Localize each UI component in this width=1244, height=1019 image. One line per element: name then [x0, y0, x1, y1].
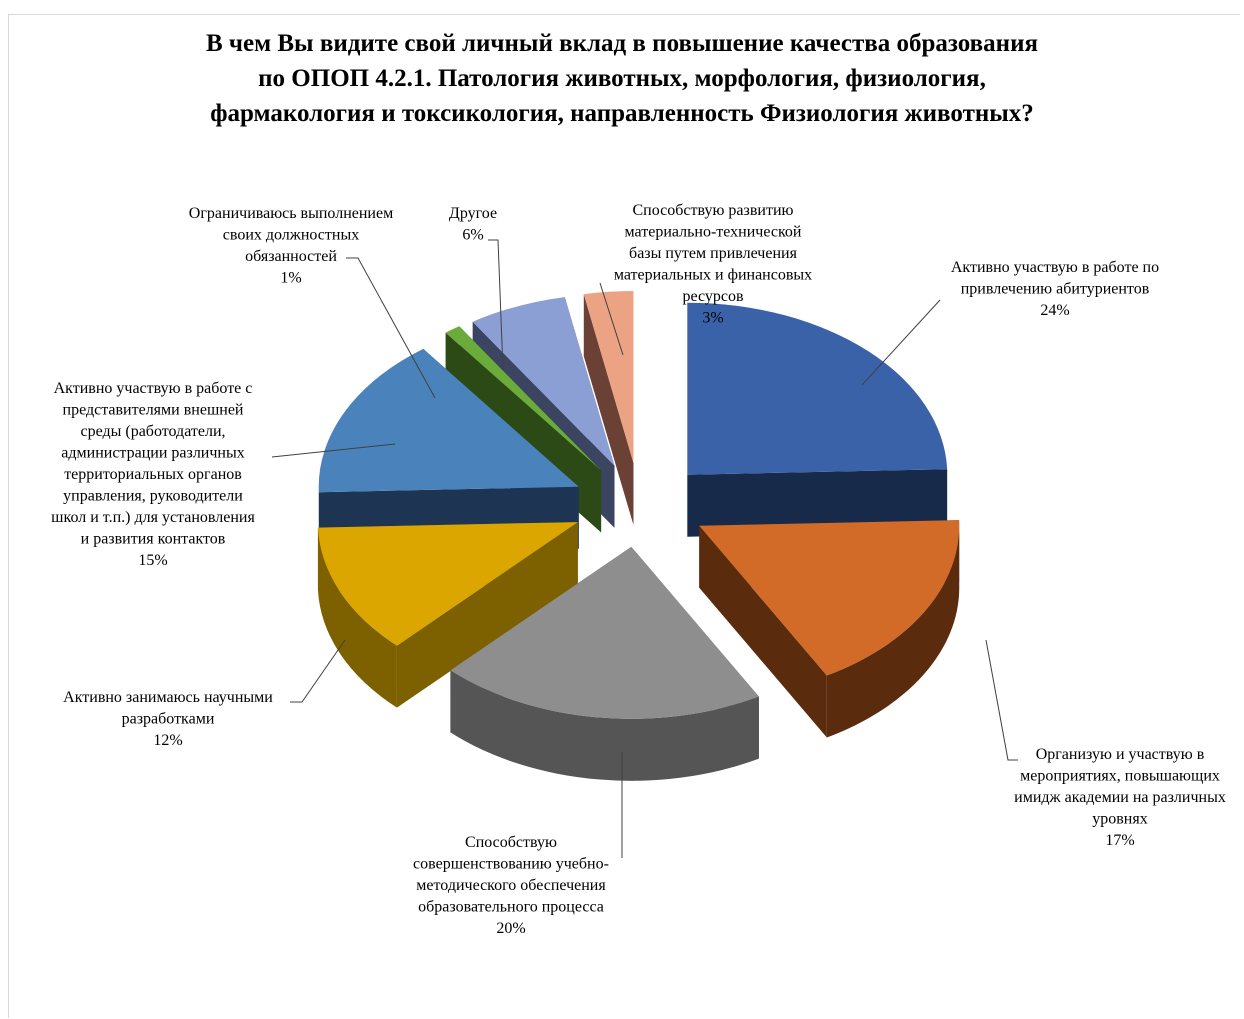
chart-frame: [8, 14, 1240, 1018]
slice-8-label-line-1: Способствую развитию: [633, 202, 794, 219]
slice-8-top: [583, 291, 634, 464]
slice-1-top: [687, 302, 948, 475]
slice-5-label-line-6: управления, руководители: [63, 488, 243, 505]
leader-line-7: [488, 239, 504, 371]
slice-5-label-line-1: Активно участвую в работе с: [54, 380, 253, 397]
leader-line-2: [985, 639, 1018, 761]
slice-2-wall-2: [699, 525, 827, 738]
slice-3-label-line-3: методического обеспечения: [416, 877, 606, 894]
slice-label-1: Активно участвую в работе по привлечению …: [861, 259, 1159, 386]
slice-1-wall-2: [687, 469, 948, 537]
slice-2-percent: 17%: [1105, 832, 1134, 849]
slice-5-label-line-3: среды (работодатели,: [80, 423, 225, 440]
slice-6-label-line-3: обязанностей: [245, 248, 337, 265]
slice-label-7: Другое 6%: [449, 205, 504, 371]
slice-5-percent: 15%: [138, 552, 167, 569]
chart-title: В чем Вы видите свой личный вклад в повы…: [0, 26, 1244, 131]
leader-line-5: [271, 443, 396, 458]
leader-line-4: [290, 639, 346, 703]
slice-6-label-line-1: Ограничиваюсь выполнением: [189, 205, 393, 222]
slice-3-label-line-2: совершенствованию учебно-: [413, 856, 609, 873]
slice-2-top: [699, 520, 960, 676]
slice-label-4: Активно занимаюсь научными разработками 12…: [63, 639, 346, 749]
slice-8-label-line-2: материально-технической: [625, 224, 802, 241]
slice-3-percent: 20%: [496, 920, 525, 937]
slice-4-percent: 12%: [153, 732, 182, 749]
slice-3-label-line-4: образовательного процесса: [418, 899, 604, 916]
slice-3-label-line-1: Способствую: [465, 834, 557, 851]
slice-4-top: [317, 522, 578, 646]
slice-3-side-1: [450, 670, 759, 781]
slice-7-label-line-1: Другое: [449, 205, 497, 222]
slice-5-label-line-2: представителями внешней: [63, 402, 244, 419]
slice-8-label-line-4: материальных и финансовых: [614, 267, 812, 284]
slice-2-label-line-1: Организую и участвую в: [1036, 746, 1205, 763]
slice-label-8: Способствую развитию материально-техничес…: [599, 202, 812, 356]
slice-5-label-line-4: администрации различных: [61, 445, 244, 462]
pie-slice-1: [687, 302, 948, 537]
slice-4-label-line-2: разработками: [122, 711, 215, 728]
slice-1-percent: 24%: [1040, 302, 1069, 319]
slice-8-label-line-3: базы путем привлечения: [629, 245, 798, 262]
slice-2-label-line-4: уровнях: [1092, 811, 1147, 828]
slice-6-label-line-2: своих должностных: [223, 227, 359, 244]
leader-line-8: [599, 282, 624, 356]
slice-8-label-line-5: ресурсов: [682, 288, 743, 305]
slice-5-label-line-5: территориальных органов: [64, 466, 242, 483]
slice-label-3: Способствую совершенствованию учебно-мето…: [413, 752, 623, 937]
slice-3-top: [450, 546, 759, 719]
slice-5-label-line-7: школ и т.п.) для установления: [51, 509, 255, 526]
pie-slice-2: [699, 520, 960, 738]
chart-title-line-3: фармакология и токсикология, направленно…: [210, 100, 1034, 127]
slice-8-percent: 3%: [702, 310, 723, 327]
slice-label-2: Организую и участвую в мероприятиях, повы…: [985, 639, 1226, 849]
chart-title-line-1: В чем Вы видите свой личный вклад в повы…: [205, 30, 1039, 57]
slice-2-label-line-2: мероприятиях, повышающих: [1020, 768, 1220, 785]
slice-2-side-1: [826, 525, 960, 738]
leader-line-6: [346, 257, 436, 399]
slice-6-percent: 1%: [280, 270, 301, 287]
pie-slice-4: [317, 522, 578, 708]
slice-5-top: [318, 348, 579, 493]
slice-label-6: Ограничиваюсь выполнением своих должностн…: [189, 205, 436, 399]
leader-line-1: [861, 299, 941, 386]
slice-7-top: [472, 297, 615, 466]
slice-8-wall-1: [583, 294, 634, 526]
slice-2-label-line-3: имидж академии на различных: [1014, 789, 1226, 806]
slice-7-percent: 6%: [462, 227, 483, 244]
pie-slice-3: [450, 546, 759, 781]
slice-1-label-line-1: Активно участвую в работе по: [951, 259, 1159, 276]
chart-title-line-2: по ОПОП 4.2.1. Патология животных, морфо…: [258, 65, 986, 92]
slice-6-top: [445, 326, 602, 471]
slice-5-label-line-8: и развития контактов: [81, 531, 226, 548]
slice-4-label-line-1: Активно занимаюсь научными: [63, 689, 273, 706]
slice-label-5: Активно участвую в работе с представителя…: [51, 380, 396, 569]
slice-1-label-line-2: привлечению абитуриентов: [961, 281, 1150, 298]
slice-4-side-1: [317, 527, 397, 708]
pie-slice-8: [583, 291, 634, 526]
